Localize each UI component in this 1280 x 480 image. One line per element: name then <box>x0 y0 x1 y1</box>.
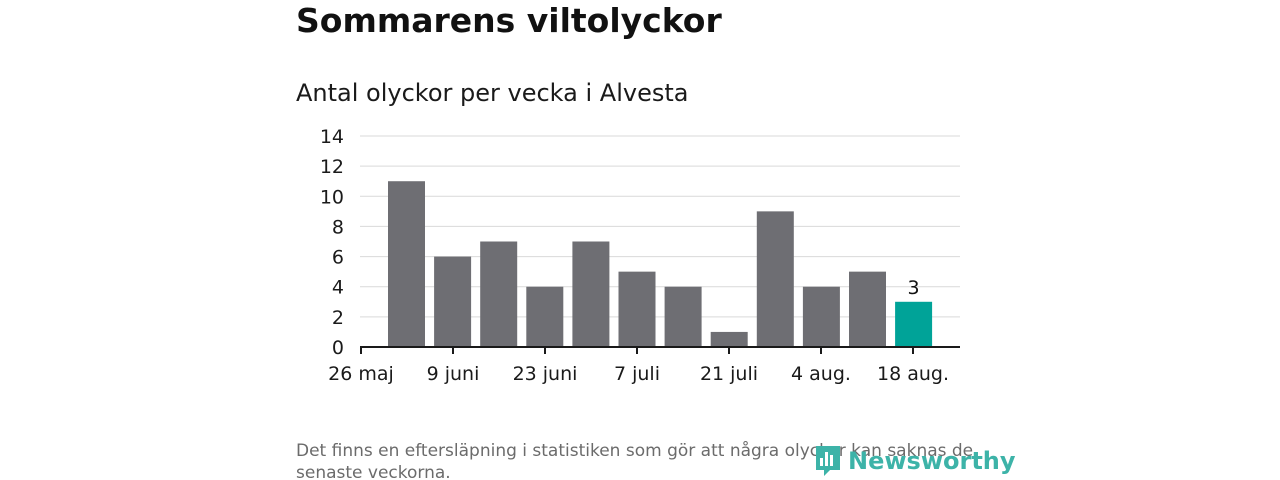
y-tick-label: 12 <box>320 156 344 178</box>
x-tick-label: 4 aug. <box>791 363 851 385</box>
x-tick-label: 9 juni <box>427 363 480 385</box>
y-tick-label: 2 <box>332 307 344 329</box>
bar <box>480 241 518 347</box>
footnote: Det finns en eftersläpning i statistiken… <box>296 441 974 480</box>
y-tick-label: 4 <box>332 277 344 299</box>
data-label: 3 <box>908 277 920 299</box>
newsworthy-logo-icon <box>816 446 840 476</box>
bar <box>849 271 886 347</box>
bar <box>664 286 702 347</box>
bar <box>572 241 610 347</box>
page-title: Sommarens viltolyckor <box>296 1 722 40</box>
x-tick-label: 21 juli <box>700 363 758 385</box>
bar <box>756 211 794 347</box>
newsworthy-logo: Newsworthy <box>814 444 1016 478</box>
bar <box>434 256 472 347</box>
x-tick-label: 18 aug. <box>877 363 949 385</box>
chart-subtitle: Antal olyckor per vecka i Alvesta <box>296 79 689 107</box>
x-tick-label: 26 maj <box>328 363 394 385</box>
bar <box>388 181 425 347</box>
bar <box>895 301 933 347</box>
bar <box>526 286 564 347</box>
y-tick-label: 10 <box>320 186 344 208</box>
bar <box>710 331 748 347</box>
bar <box>802 286 840 347</box>
bar <box>618 271 656 347</box>
x-tick-label: 7 juli <box>614 363 660 385</box>
y-tick-label: 0 <box>332 337 344 359</box>
logo-text: Newsworthy <box>848 447 1016 475</box>
y-tick-label: 14 <box>320 126 344 148</box>
x-tick-label: 23 juni <box>513 363 578 385</box>
y-tick-label: 6 <box>332 247 344 269</box>
y-tick-label: 8 <box>332 216 344 238</box>
